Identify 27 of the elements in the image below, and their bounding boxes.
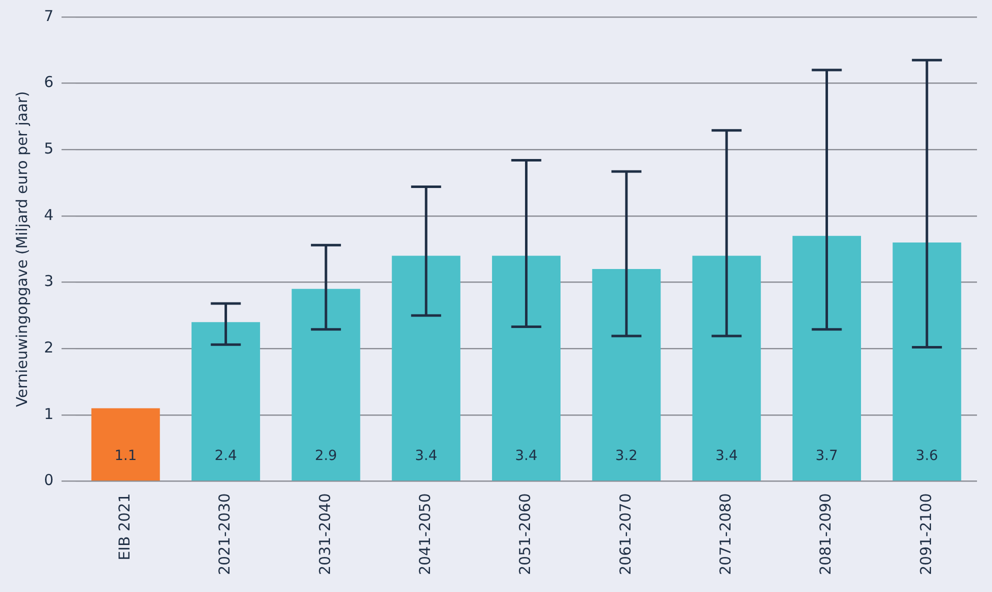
y-tick-label: 1: [44, 404, 54, 423]
y-tick-label: 4: [44, 206, 54, 224]
y-tick-label: 2: [44, 338, 54, 356]
x-tick-label: 2091-2100: [916, 493, 935, 576]
data-label: 3.4: [715, 448, 738, 464]
data-label: 1.1: [114, 448, 137, 464]
y-tick-label: 7: [44, 6, 54, 25]
x-tick-label: 2041-2050: [416, 493, 434, 576]
data-label: 3.6: [916, 448, 938, 464]
y-tick-label: 5: [44, 140, 54, 158]
y-tick-label: 0: [44, 471, 54, 490]
data-label: 3.4: [515, 448, 538, 464]
y-tick-label: 6: [44, 73, 54, 92]
y-tick-label: 3: [44, 272, 54, 290]
data-label: 3.4: [414, 448, 438, 464]
x-tick-label: 2051-2060: [516, 493, 534, 576]
x-tick-label: 2031-2040: [316, 493, 334, 576]
x-tick-label: 2081-2090: [816, 493, 835, 576]
data-label: 3.7: [816, 448, 838, 464]
x-tick-label: EIB 2021: [116, 493, 134, 560]
x-tick-label: 2061-2070: [616, 493, 634, 576]
y-axis-title: Vernieuwingopgave (Miljard euro per jaar): [12, 91, 31, 408]
data-label: 2.4: [214, 448, 238, 464]
x-tick-label: 2021-2030: [216, 493, 234, 576]
data-label: 3.2: [615, 448, 638, 464]
data-label: 2.9: [314, 448, 338, 464]
x-tick-label: 2071-2080: [716, 493, 734, 576]
